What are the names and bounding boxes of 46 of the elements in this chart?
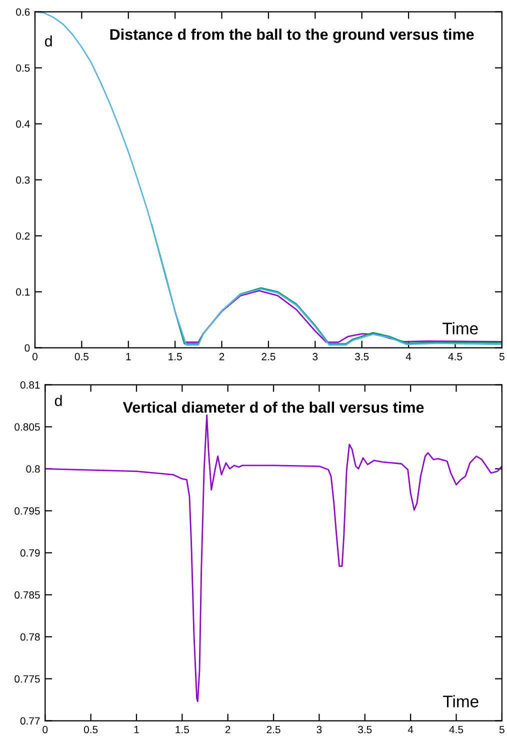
y-axis-title: d: [44, 35, 52, 47]
x-tick-label: 3.5: [355, 352, 369, 360]
y-tick-label: 0.78: [20, 633, 40, 641]
y-tick-label: 0.2: [16, 232, 30, 240]
x-tick-label: 4: [406, 353, 412, 360]
text: Vertical diameter d of the ball versus time: [122, 402, 424, 413]
line-series: [34, 12, 502, 346]
x-tick-label: 2.5: [266, 726, 280, 734]
x-tick-label: 3: [312, 352, 318, 360]
x-axis-title: Time: [443, 695, 478, 708]
y-tick-label: 0.785: [14, 591, 40, 599]
x-tick-label: 4: [408, 726, 414, 734]
y-tick-label: 0.4: [16, 120, 30, 128]
line-series: [151, 224, 502, 345]
x-tick-label: 1: [126, 353, 131, 360]
x-tick-label: 4.5: [449, 726, 464, 734]
y-tick-label: 0.775: [14, 675, 40, 683]
y-tick-label: 0.1: [16, 288, 30, 296]
y-tick-label: 0.77: [20, 717, 40, 725]
x-tick-label: 0: [42, 726, 48, 734]
y-tick-label: 0.6: [16, 8, 30, 16]
x-tick-label: 4.5: [448, 353, 462, 360]
y-tick-label: 0.8: [26, 465, 40, 473]
y-tick-label: 0.805: [14, 423, 40, 431]
x-tick-label: 3.5: [358, 726, 372, 734]
x-tick-label: 3: [316, 726, 322, 734]
y-tick-label: 0.795: [14, 507, 40, 515]
x-tick-label: 5: [499, 726, 504, 734]
x-tick-label: 2: [225, 726, 230, 734]
line-series: [184, 290, 502, 343]
x-tick-label: 2: [219, 352, 224, 360]
y-tick-label: 0: [24, 344, 30, 352]
y-tick-label: 0.5: [16, 64, 30, 72]
text: Distance d from the ball to the ground versus time: [110, 28, 474, 43]
x-tick-label: 0.5: [74, 352, 88, 360]
x-axis-title: Time: [442, 322, 478, 334]
y-tick-label: 0.79: [20, 549, 40, 557]
y-tick-label: 0.81: [20, 381, 40, 389]
x-tick-label: 1.5: [176, 726, 189, 734]
y-axis-title: d: [54, 394, 62, 406]
x-tick-label: 2.5: [262, 352, 276, 360]
x-tick-label: 1.5: [168, 353, 182, 360]
x-tick-label: 0.5: [84, 726, 98, 734]
x-tick-label: 5: [499, 353, 504, 360]
x-tick-label: 1: [134, 726, 139, 734]
y-tick-label: 0.3: [16, 176, 30, 184]
